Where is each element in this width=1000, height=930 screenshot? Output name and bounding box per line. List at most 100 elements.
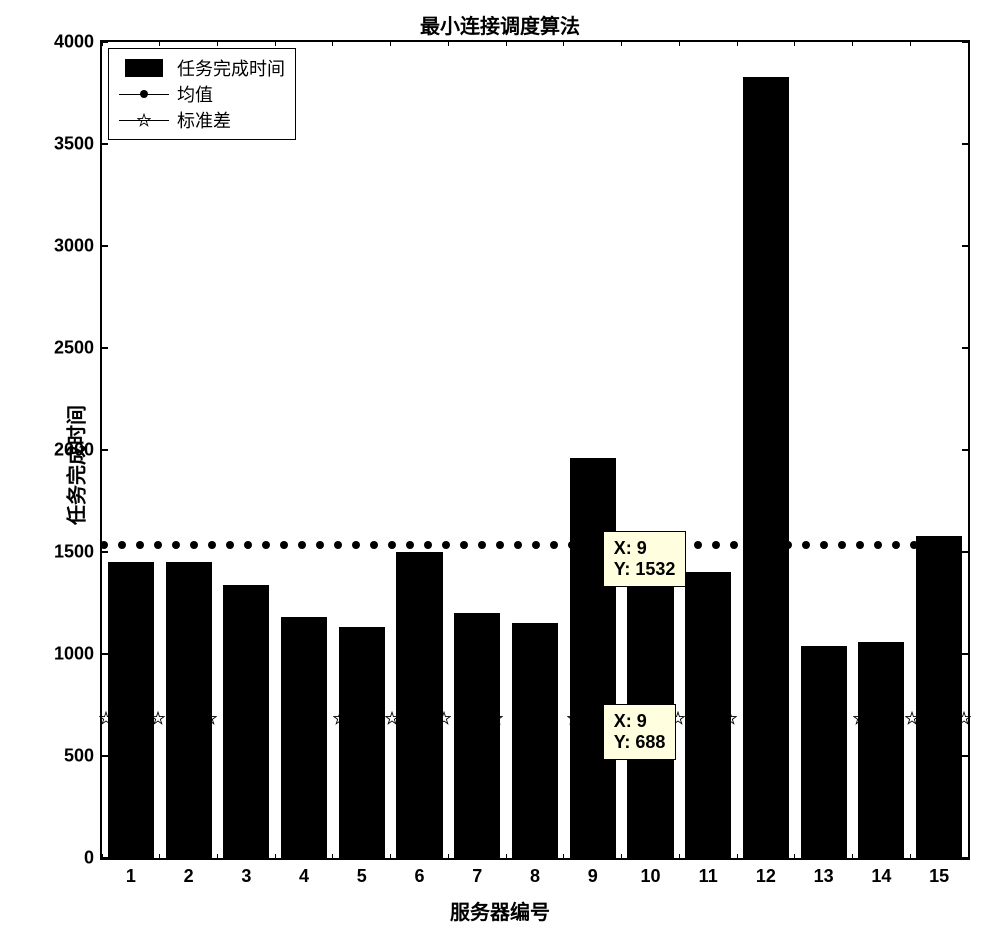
datatip: X: 9Y: 688 [603,704,677,760]
mean-dot [298,541,306,549]
x-tick-label: 11 [699,858,718,887]
plot-inner: X: 9Y: 1532X: 9Y: 688 [102,42,968,858]
mean-dot [550,541,558,549]
legend-label-std: 标准差 [177,107,231,133]
bar [281,617,327,858]
x-tick-label: 15 [929,858,949,887]
x-tick-label: 10 [640,858,660,887]
mean-dot [802,541,810,549]
mean-dot [406,541,414,549]
bar [512,623,558,858]
mean-dot [748,541,756,549]
mean-dot [316,541,324,549]
std-star [515,711,529,725]
mean-dot [766,541,774,549]
std-star [177,711,191,725]
mean-dot [928,541,936,549]
std-star [411,711,425,725]
std-star [775,711,789,725]
std-star [99,711,113,725]
bar [743,77,789,858]
std-star [151,711,165,725]
mean-dot [136,541,144,549]
mean-dot [262,541,270,549]
std-star [541,711,555,725]
std-star [827,711,841,725]
std-star [879,711,893,725]
mean-dot [856,541,864,549]
y-tick-label: 2000 [54,440,102,461]
std-star [437,711,451,725]
x-tick-label: 3 [241,858,251,887]
legend-swatch-dot [119,94,169,95]
mean-dot [280,541,288,549]
y-tick-label: 3500 [54,134,102,155]
x-tick-label: 7 [472,858,482,887]
std-star [333,711,347,725]
std-star [281,711,295,725]
legend-swatch-bar [119,59,169,77]
y-tick-label: 3000 [54,236,102,257]
y-axis-label: 任务完成时间 [61,405,90,525]
mean-dot [154,541,162,549]
mean-dot [172,541,180,549]
std-star [359,711,373,725]
std-star [229,711,243,725]
mean-dot [334,541,342,549]
std-star [749,711,763,725]
std-star [905,711,919,725]
x-tick-label: 4 [299,858,309,887]
legend-label-bar: 任务完成时间 [177,55,285,81]
mean-dot [496,541,504,549]
y-tick-label: 4000 [54,32,102,53]
chart-container: 最小连接调度算法 任务完成时间 服务器编号 任务完成时间 均值 标准差 [0,0,1000,930]
x-tick-label: 12 [756,858,776,887]
y-tick-label: 2500 [54,338,102,359]
y-tick-label: 500 [64,746,102,767]
mean-dot [244,541,252,549]
std-star [489,711,503,725]
mean-dot [370,541,378,549]
datatip-marker [586,711,600,725]
std-star [307,711,321,725]
plot-area: 任务完成时间 均值 标准差 X: 9Y: 1532X: 9Y: 688 0500… [100,40,970,860]
mean-dot [478,541,486,549]
mean-dot [820,541,828,549]
bar [339,627,385,858]
bar [801,646,847,858]
bar [627,540,673,858]
mean-dot [712,541,720,549]
std-star [957,711,971,725]
bar [858,642,904,858]
mean-dot [118,541,126,549]
std-star [931,711,945,725]
x-tick-label: 9 [588,858,598,887]
x-tick-label: 14 [871,858,891,887]
mean-dot [514,541,522,549]
std-star [385,711,399,725]
y-tick-label: 0 [84,848,102,869]
mean-dot [442,541,450,549]
mean-dot [190,541,198,549]
x-tick-label: 13 [814,858,834,887]
mean-dot [208,541,216,549]
std-star [723,711,737,725]
mean-dot [568,541,576,549]
bar [916,536,962,858]
std-star [203,711,217,725]
mean-dot [226,541,234,549]
mean-dot [424,541,432,549]
bar [454,613,500,858]
legend-label-mean: 均值 [177,81,213,107]
std-star [697,711,711,725]
std-star [463,711,477,725]
mean-dot [874,541,882,549]
std-star [801,711,815,725]
bar [396,552,442,858]
mean-dot [892,541,900,549]
bar [570,458,616,858]
mean-dot [460,541,468,549]
mean-dot [838,541,846,549]
mean-dot [784,541,792,549]
x-tick-label: 5 [357,858,367,887]
